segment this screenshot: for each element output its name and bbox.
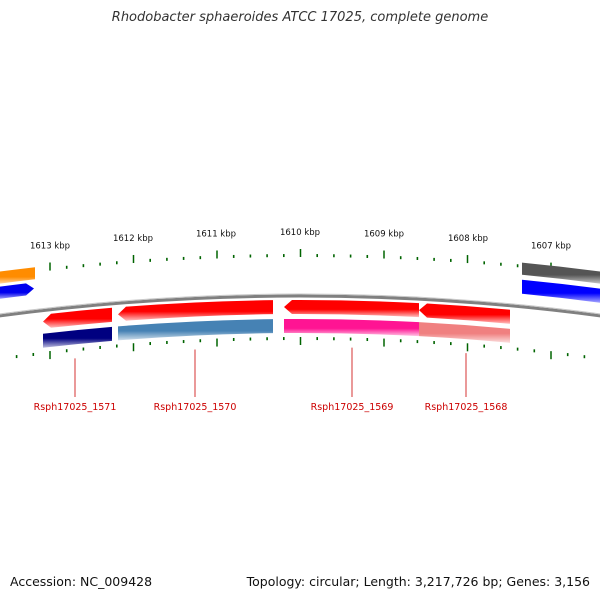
gene-blue-edge[interactable] xyxy=(0,283,34,300)
tick-label: 1611 kbp xyxy=(196,230,236,240)
gene-arrow-Rsph17025_1570[interactable] xyxy=(118,300,273,321)
tick-label: 1612 kbp xyxy=(113,234,153,244)
tick-label: 1608 kbp xyxy=(448,234,488,244)
tick-label: 1607 kbp xyxy=(531,242,571,252)
gene-label[interactable]: Rsph17025_1568 xyxy=(425,402,508,413)
tick-label: 1610 kbp xyxy=(280,228,320,238)
gene-arrow-Rsph17025_1571[interactable] xyxy=(43,307,112,328)
gene-arrow-Rsph17025_1568[interactable] xyxy=(419,303,510,324)
gene-arrow-Rsph17025_1569[interactable] xyxy=(284,300,419,318)
tick-label: 1609 kbp xyxy=(364,230,404,240)
topology-text: Topology: circular; Length: 3,217,726 bp… xyxy=(246,574,590,589)
genome-backbone xyxy=(0,294,600,318)
gene-gray-edge[interactable] xyxy=(522,262,600,285)
gene-category-Rsph17025_1570[interactable] xyxy=(118,319,273,341)
gene-category-Rsph17025_1569[interactable] xyxy=(284,319,419,337)
page-title: Rhodobacter sphaeroides ATCC 17025, comp… xyxy=(111,10,489,25)
gene-category-Rsph17025_1568[interactable] xyxy=(419,322,510,343)
tick-label: 1613 kbp xyxy=(30,241,70,251)
gene-label[interactable]: Rsph17025_1570 xyxy=(154,402,237,413)
gene-blue-right-edge[interactable] xyxy=(522,279,600,304)
gene-label[interactable]: Rsph17025_1571 xyxy=(34,402,117,413)
gene-category-Rsph17025_1571[interactable] xyxy=(43,326,112,348)
gene-orange-edge[interactable] xyxy=(0,267,35,285)
accession-text: Accession: NC_009428 xyxy=(10,574,153,589)
genome-backbone-highlight xyxy=(0,293,600,315)
gene-label[interactable]: Rsph17025_1569 xyxy=(311,402,394,413)
